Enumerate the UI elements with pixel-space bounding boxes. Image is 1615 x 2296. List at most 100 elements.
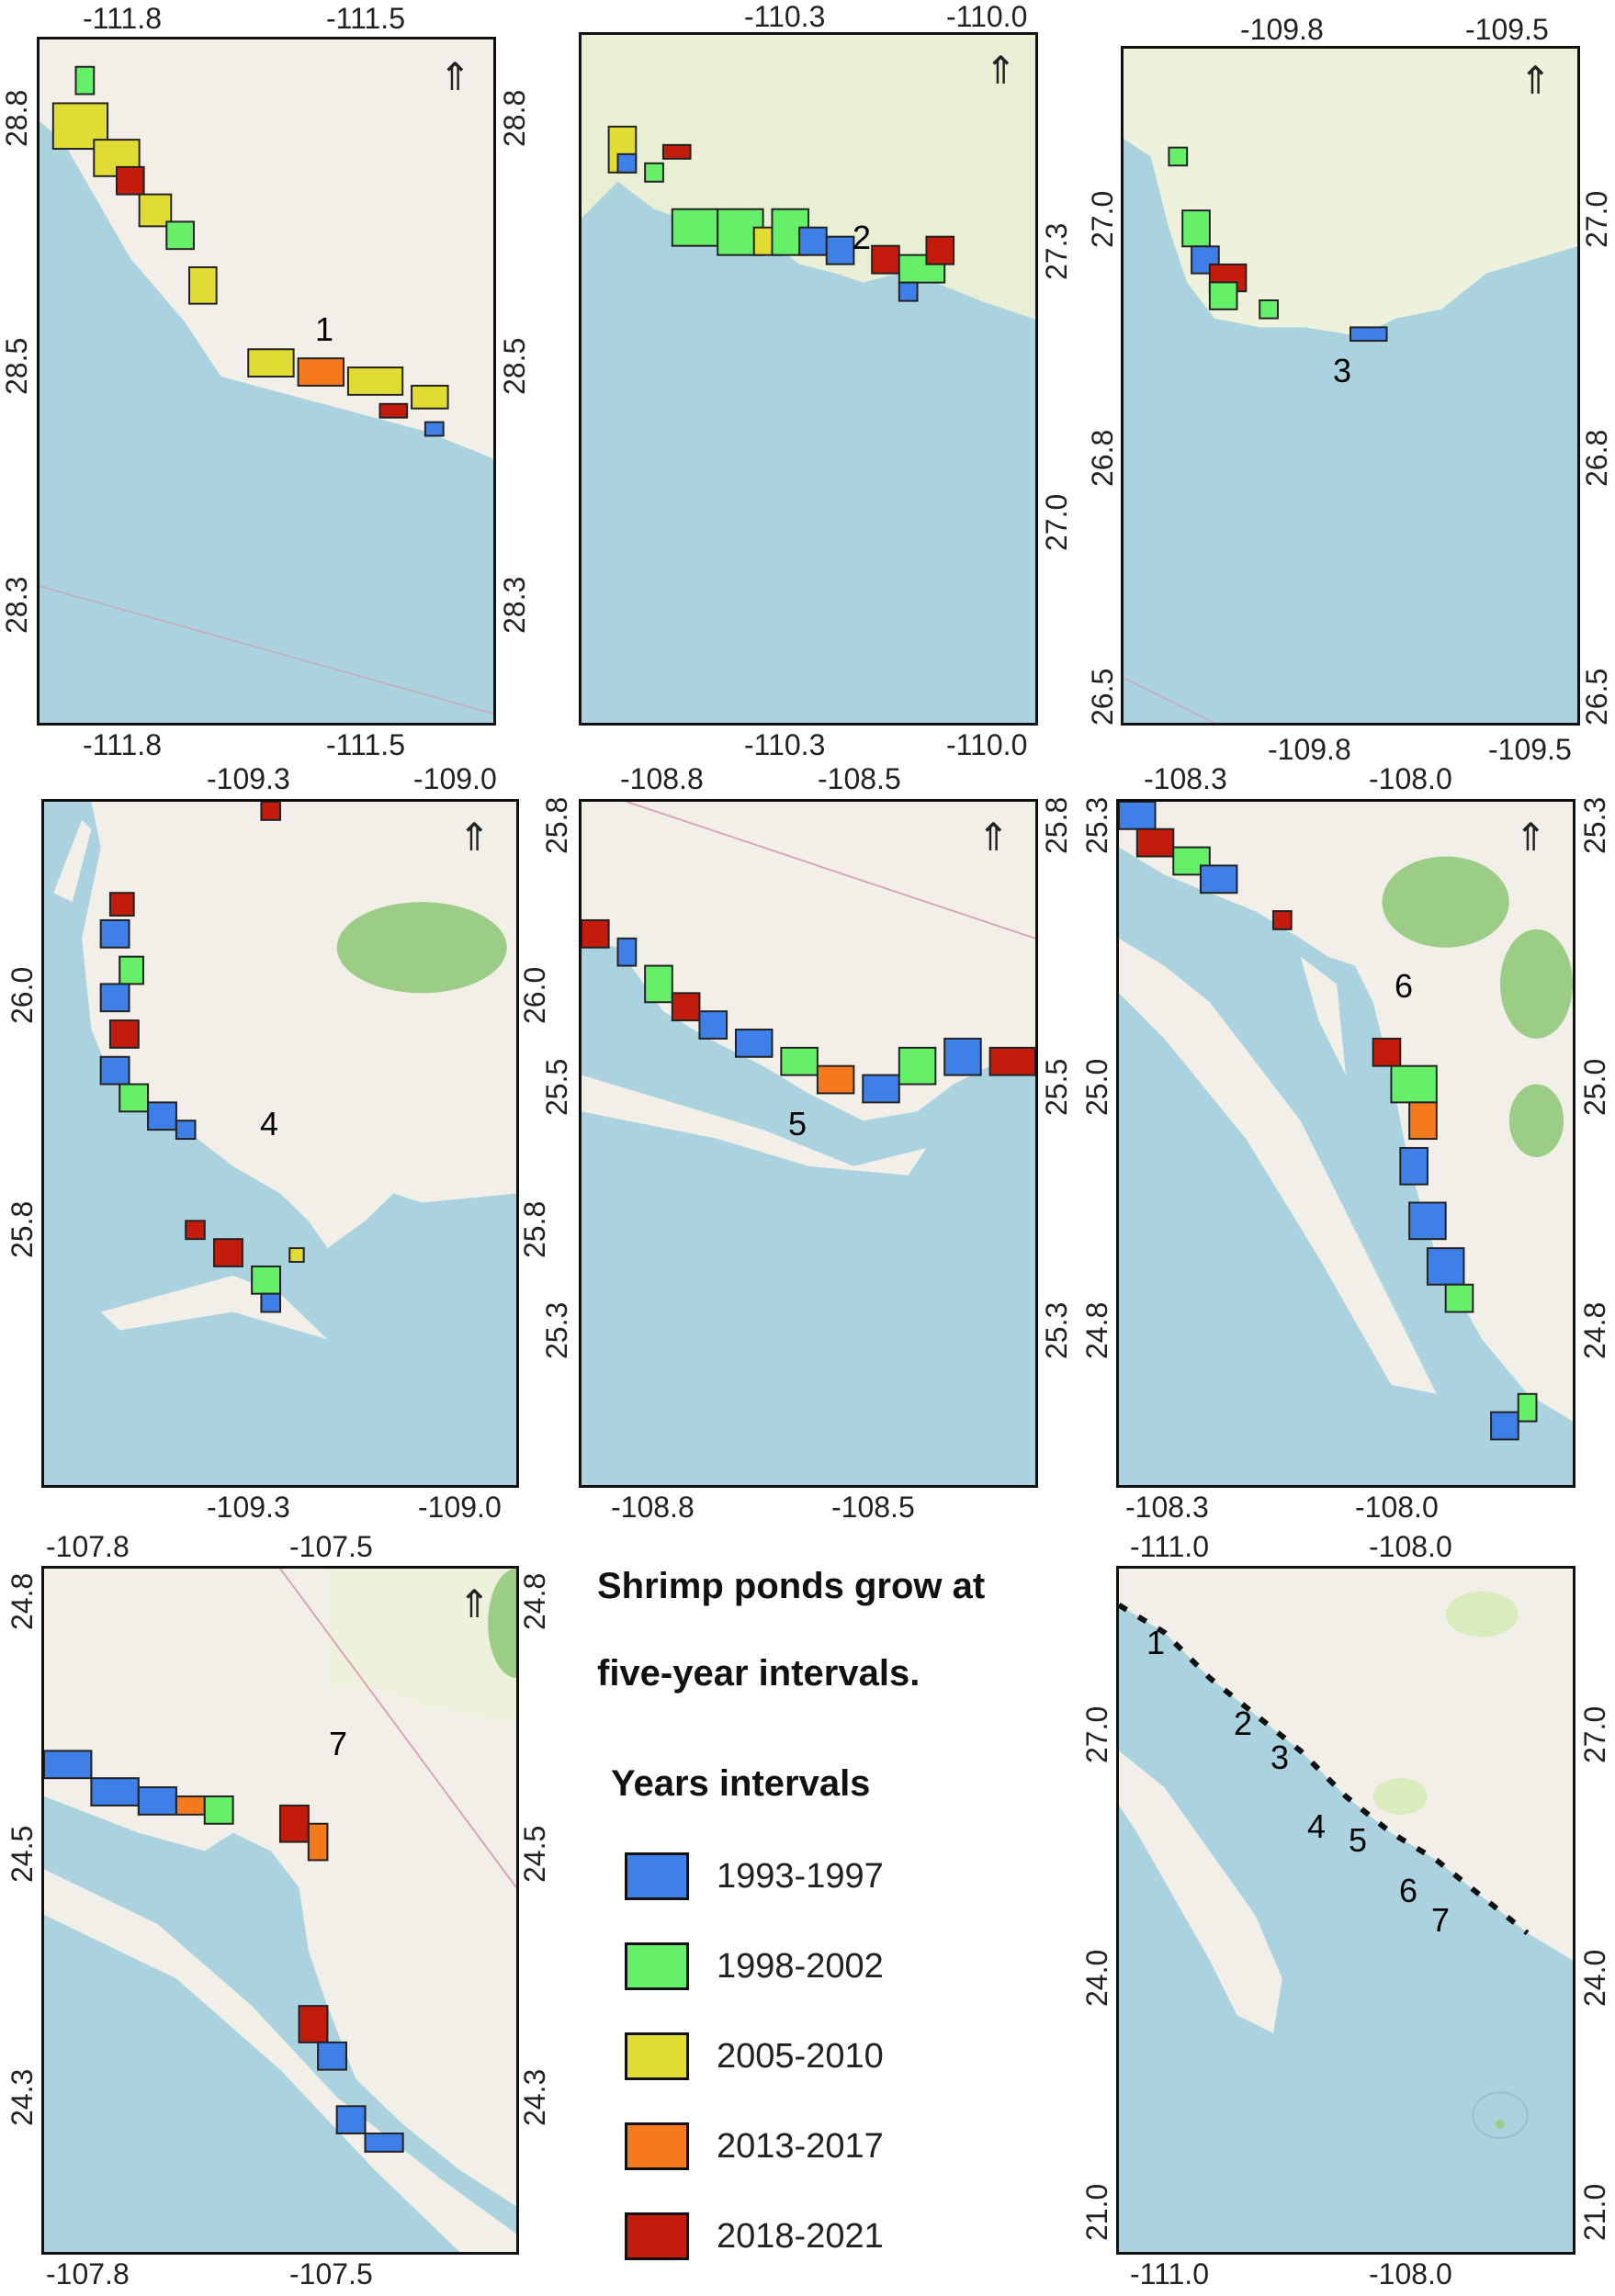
y-tick-left: 24.3: [6, 2068, 39, 2126]
x-tick-bottom: -109.0: [418, 1491, 502, 1524]
pond-clusters: [99, 802, 305, 1313]
legend-swatch: [625, 1942, 689, 1990]
x-tick-bottom: -109.3: [207, 1491, 290, 1524]
region-label-6: 6: [1399, 1872, 1418, 1909]
coast-pond-markers: [1119, 1603, 1530, 1936]
legend-title-line2: five-year intervals.: [597, 1653, 920, 1694]
region-label: 3: [1333, 352, 1352, 389]
y-tick-right: 24.3: [518, 2068, 551, 2126]
region-label-5: 5: [1349, 1821, 1368, 1859]
x-tick-bottom: -109.8: [1268, 733, 1351, 766]
y-tick-right: 24.8: [1578, 1301, 1611, 1359]
x-tick-top: -108.0: [1369, 762, 1452, 795]
x-tick-top: -108.5: [818, 762, 901, 795]
legend-swatch: [625, 2032, 689, 2080]
x-tick-top: -109.5: [1465, 13, 1549, 46]
legend-item: 2018-2021: [625, 2212, 884, 2260]
pond-clusters: [44, 1750, 404, 2153]
map-panel-1: ⇑ 1: [37, 37, 496, 726]
y-tick-left: 21.0: [1080, 2183, 1113, 2241]
x-tick-top: -109.0: [413, 762, 497, 795]
x-tick-bottom: -111.5: [326, 728, 405, 761]
y-tick-right: 27.3: [1040, 222, 1073, 280]
x-tick-bottom: -108.0: [1369, 2257, 1452, 2290]
y-tick-left: 26.8: [1086, 429, 1119, 487]
x-tick-top: -107.5: [289, 1530, 373, 1563]
y-tick-right: 25.0: [1578, 1058, 1611, 1116]
map-panel-3: ⇑ 3: [1121, 46, 1580, 726]
x-tick-bottom: -108.5: [831, 1491, 915, 1524]
y-tick-left: 25.3: [1080, 796, 1113, 854]
x-tick-bottom: -111.0: [1130, 2257, 1209, 2290]
x-tick-top: -111.5: [326, 2, 405, 35]
map-panel-4: ⇑ 4: [41, 799, 519, 1488]
legend-label: 1993-1997: [717, 1856, 884, 1896]
x-tick-top: -111.8: [83, 2, 162, 35]
x-tick-bottom: -108.8: [611, 1491, 695, 1524]
north-arrow-icon: ⇑: [1519, 59, 1552, 102]
y-tick-right: 26.8: [1580, 429, 1613, 487]
legend-item: 2005-2010: [625, 2032, 884, 2080]
pond-clusters: [1168, 146, 1388, 343]
legend-label: 2018-2021: [717, 2216, 884, 2256]
y-tick-left: 25.8: [6, 1200, 39, 1258]
x-tick-top: -111.0: [1130, 1530, 1209, 1563]
x-tick-bottom: -108.0: [1355, 1491, 1439, 1524]
region-label-3: 3: [1271, 1739, 1290, 1776]
y-tick-left: 24.8: [1080, 1301, 1113, 1359]
y-tick-right: 25.3: [1040, 1301, 1073, 1359]
map-panel-7: ⇑ 7: [41, 1566, 519, 2255]
x-tick-top: -109.8: [1240, 13, 1324, 46]
y-tick-right: 27.0: [1040, 493, 1073, 551]
map-5-graphic: [582, 802, 1035, 1485]
x-tick-bottom: -109.5: [1488, 733, 1572, 766]
y-tick-right: 24.8: [518, 1572, 551, 1630]
y-tick-right: 26.5: [1580, 668, 1613, 726]
y-tick-left: 25.8: [540, 796, 573, 854]
x-tick-bottom: -110.0: [946, 728, 1028, 761]
x-tick-bottom: -107.8: [46, 2257, 130, 2290]
legend-item: 1998-2002: [625, 1942, 884, 1990]
legend-item: 2013-2017: [625, 2122, 884, 2170]
legend-label: 1998-2002: [717, 1946, 884, 1986]
y-tick-left: 26.5: [1086, 668, 1119, 726]
overview-map-graphic: [1119, 1569, 1573, 2252]
legend-intervals-title: Years intervals: [611, 1763, 871, 1804]
pond-clusters: [582, 918, 1035, 1104]
y-tick-right: 24.5: [518, 1825, 551, 1883]
region-label: 7: [329, 1725, 348, 1762]
y-tick-left: 24.8: [6, 1572, 39, 1630]
legend-swatch: [625, 2212, 689, 2260]
legend-swatch: [625, 2122, 689, 2170]
region-label: 5: [788, 1105, 808, 1142]
north-arrow-icon: ⇑: [1514, 816, 1547, 859]
map-7-graphic: [44, 1569, 516, 2252]
north-arrow-icon: ⇑: [457, 816, 491, 859]
north-arrow-icon: ⇑: [438, 55, 471, 98]
y-tick-left: 25.3: [540, 1301, 573, 1359]
region-label: 1: [315, 310, 334, 348]
y-tick-right: 26.0: [518, 966, 551, 1024]
y-tick-right: 28.5: [498, 337, 531, 395]
map-4-graphic: [44, 802, 516, 1485]
x-tick-top: -108.0: [1369, 1530, 1452, 1563]
map-2-graphic: [582, 35, 1035, 723]
map-1-graphic: [40, 39, 493, 723]
legend-item: 1993-1997: [625, 1852, 884, 1900]
map-3-graphic: [1124, 49, 1577, 723]
x-tick-bottom: -108.3: [1125, 1491, 1209, 1524]
y-tick-left: 27.0: [1086, 190, 1119, 248]
region-label-1: 1: [1146, 1624, 1166, 1661]
y-tick-right: 27.0: [1578, 1705, 1611, 1763]
y-tick-right: 27.0: [1580, 190, 1613, 248]
x-tick-top: -108.3: [1144, 762, 1227, 795]
north-arrow-icon: ⇑: [984, 49, 1017, 92]
legend-label: 2005-2010: [717, 2036, 884, 2076]
y-tick-left: 26.0: [6, 966, 39, 1024]
y-tick-right: 28.3: [498, 576, 531, 634]
overview-map-panel: 1 2 3 4 5 6 7: [1116, 1566, 1575, 2255]
legend-swatch: [625, 1852, 689, 1900]
x-tick-top: -110.3: [744, 0, 826, 33]
map-panel-6: ⇑ 6: [1116, 799, 1575, 1488]
y-tick-right: 25.8: [518, 1200, 551, 1258]
